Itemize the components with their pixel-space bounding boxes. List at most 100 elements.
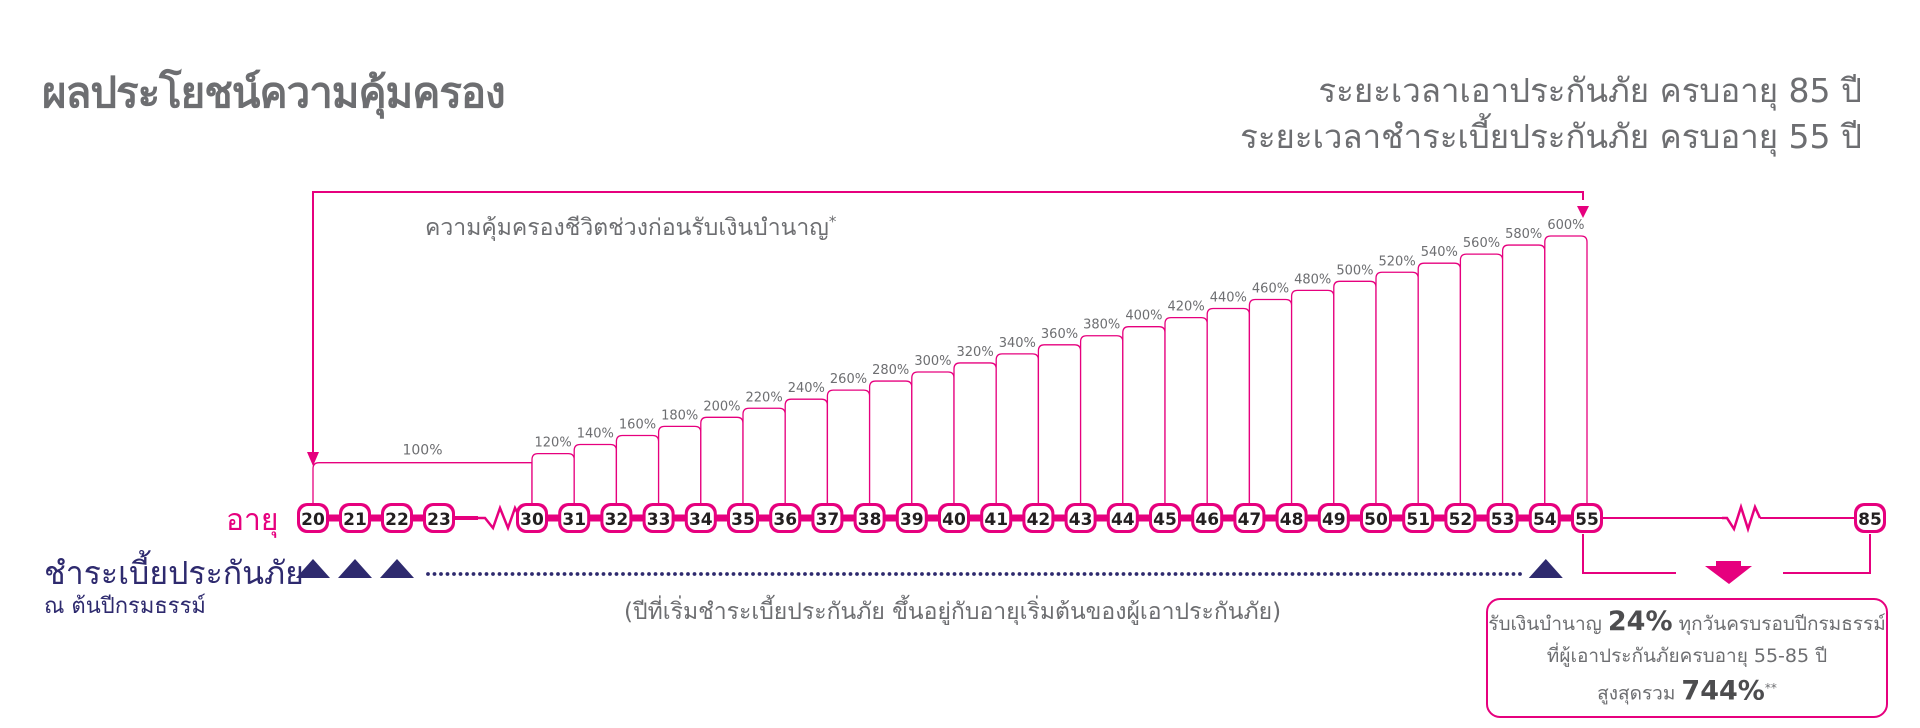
age-node-label: 37 (816, 510, 840, 530)
arrow-caption: ความคุ้มครองชีวิตช่วงก่อนรับเงินบำนาญ* (425, 212, 837, 241)
age-node-label: 52 (1449, 510, 1473, 530)
bar-label: 440% (1210, 291, 1247, 306)
bar-label: 560% (1463, 236, 1500, 251)
bar-label: 200% (703, 399, 740, 414)
age-node-label: 39 (900, 510, 924, 530)
bar-label: 600% (1547, 218, 1584, 233)
bar-age-46 (1206, 307, 1251, 508)
bar-age-50 (1375, 271, 1419, 508)
age-node-85: 85 (1854, 503, 1886, 533)
bar-label: 500% (1336, 263, 1373, 278)
bar-label: 300% (914, 354, 951, 369)
bar-label: 280% (872, 363, 909, 378)
bar-age-32 (615, 434, 660, 508)
bar-age-53 (1501, 244, 1546, 508)
bar-label: 220% (746, 390, 783, 405)
premium-label: ชำระเบี้ยประกันภัย (44, 554, 304, 592)
age-node-41: 41 (980, 503, 1013, 533)
bar-label: 160% (619, 417, 656, 432)
annuity-box: รับเงินบำนาญ 24% ทุกวันครบรอบปีกรมธรรม์ … (1486, 598, 1888, 718)
bar-label: 460% (1252, 281, 1289, 296)
age-node-label: 36 (773, 510, 797, 530)
annuity-total: 744% (1681, 675, 1765, 707)
bar-label: 240% (788, 381, 825, 396)
bar-age-31 (573, 443, 618, 508)
arrow-head-down-icon (307, 452, 319, 466)
age-node-label: 31 (562, 510, 586, 530)
age-node-label: 38 (858, 510, 882, 530)
bar-age-33 (657, 425, 702, 508)
bar-age-42 (1037, 344, 1082, 508)
age-node-label: 40 (942, 510, 966, 530)
bar-age-39 (911, 371, 955, 508)
bar-label: 320% (957, 345, 994, 360)
age-node-39: 39 (895, 503, 928, 533)
age-timeline: 20 21 22 23 30 31 32 33 34 35 36 37 38 39 40 41 42 43 44 45… (297, 502, 1886, 534)
bar-label: 180% (661, 408, 698, 423)
bar-age-47 (1248, 298, 1293, 508)
age-node-label: 33 (647, 510, 671, 530)
bar-label: 580% (1505, 227, 1542, 242)
age-node-label: 45 (1153, 510, 1177, 530)
bar-label: 260% (830, 372, 867, 387)
age-node-46: 46 (1191, 503, 1224, 533)
bar-age-34 (700, 416, 744, 508)
age-node-label: 47 (1238, 510, 1262, 530)
age-node-36: 36 (769, 503, 802, 533)
age-node-55: 55 (1571, 503, 1603, 533)
arrow-down-icon (1705, 561, 1752, 584)
age-node-47: 47 (1233, 503, 1266, 533)
age-node-42: 42 (1022, 503, 1055, 533)
age-node-label: 46 (1195, 510, 1219, 530)
age-node-35: 35 (727, 503, 759, 533)
age-node-43: 43 (1064, 503, 1097, 533)
age-node-38: 38 (853, 503, 886, 533)
bar-age-40 (953, 362, 997, 508)
age-node-label: 23 (427, 510, 451, 530)
age-node-label: 30 (520, 510, 544, 530)
age-node-48: 48 (1275, 503, 1308, 533)
age-node-40: 40 (938, 503, 970, 533)
bar-age-54 (1544, 235, 1588, 508)
age-node-label: 34 (689, 510, 713, 530)
bar-age-48 (1290, 289, 1335, 508)
bar-age-20-23 (312, 462, 533, 508)
zigzag-break-icon (478, 504, 522, 532)
age-node-label: 41 (984, 510, 1008, 530)
bar-label: 120% (535, 436, 572, 451)
age-node-label: 55 (1575, 510, 1599, 530)
bar-label: 360% (1041, 327, 1078, 342)
bar-age-44 (1122, 326, 1166, 508)
age-node-54: 54 (1528, 503, 1561, 533)
age-node-label: 50 (1364, 510, 1388, 530)
premium-period: ระยะเวลาชำระเบี้ยประกันภัย ครบอายุ 55 ปี (1240, 117, 1862, 156)
age-label: อายุ (226, 503, 279, 538)
bar-age-52 (1459, 253, 1504, 508)
bar-label: 540% (1421, 245, 1458, 260)
age-node-label: 43 (1069, 510, 1093, 530)
bar-label: 420% (1168, 300, 1205, 315)
age-node-34: 34 (684, 503, 717, 533)
age-node-53: 53 (1486, 503, 1519, 533)
annuity-rate: 24% (1607, 606, 1673, 637)
bar-label: 100% (402, 443, 442, 459)
age-node-44: 44 (1106, 503, 1139, 533)
age-node-50: 50 (1360, 503, 1392, 533)
bar-age-49 (1333, 280, 1377, 508)
bar-label: 340% (999, 336, 1036, 351)
annuity-bracket (1582, 534, 1871, 584)
bar-age-41 (995, 353, 1040, 508)
age-node-label: 44 (1111, 510, 1135, 530)
bar-age-36 (784, 398, 829, 508)
coverage-bars (312, 235, 1588, 508)
premium-payment-row (296, 559, 1563, 578)
age-node-label: 20 (301, 510, 325, 530)
age-node-31: 31 (558, 503, 591, 533)
age-node-label: 85 (1858, 510, 1882, 530)
age-node-37: 37 (811, 503, 844, 533)
age-node-32: 32 (600, 503, 633, 533)
age-node-45: 45 (1149, 503, 1181, 533)
triangle-up-icon (1528, 559, 1563, 578)
bar-label: 140% (577, 427, 614, 442)
